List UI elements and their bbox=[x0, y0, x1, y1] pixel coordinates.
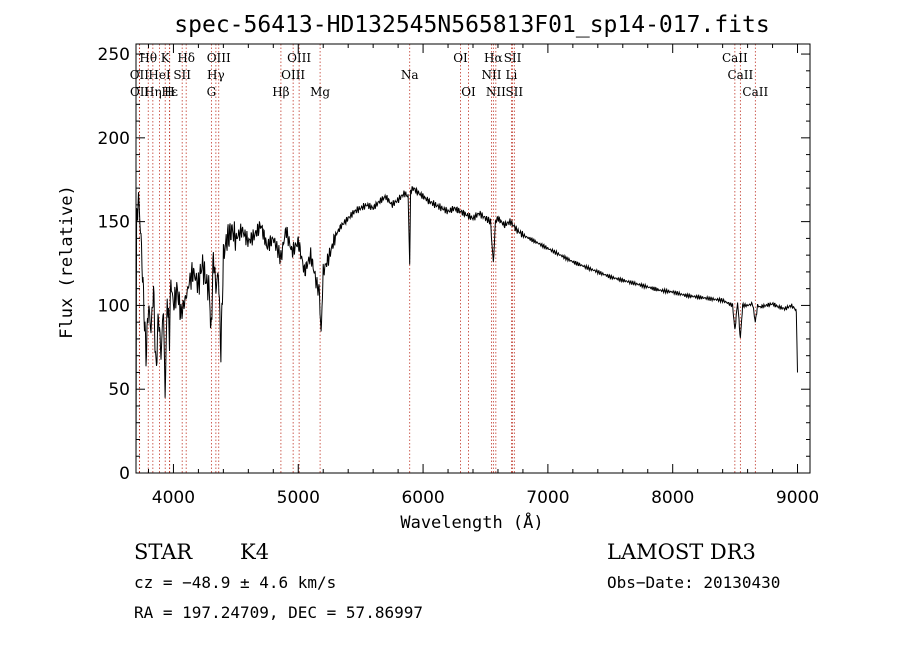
spectrum-chart: spec-56413-HD132545N565813F01_sp14-017.f… bbox=[57, 12, 819, 533]
line-label-14: Na bbox=[401, 68, 419, 82]
y-tick-label-4: 200 bbox=[98, 129, 130, 149]
line-label-4: OIII bbox=[287, 51, 311, 65]
line-label-0: Hθ bbox=[139, 51, 157, 65]
sky-coordinates: RA = 197.24709, DEC = 57.86997 bbox=[134, 603, 423, 622]
line-label-6: Hα bbox=[484, 51, 503, 65]
line-label-18: OII bbox=[130, 85, 150, 99]
redshift-velocity: cz = −48.9 ± 4.6 km/s bbox=[134, 573, 337, 592]
y-axis: 0 50 100 150 200 250 bbox=[98, 45, 810, 484]
survey-name: LAMOST DR3 bbox=[607, 540, 756, 564]
line-label-19: Hε bbox=[161, 85, 178, 99]
line-label-25: OI bbox=[461, 85, 476, 99]
line-label-28: CaII bbox=[742, 85, 768, 99]
line-label-11: SII bbox=[173, 68, 191, 82]
line-label-2: Hδ bbox=[177, 51, 195, 65]
line-label-1: K bbox=[161, 51, 171, 65]
y-tick-label-2: 100 bbox=[98, 296, 130, 316]
line-label-3: OIII bbox=[207, 51, 231, 65]
y-tick-label-1: 50 bbox=[108, 380, 130, 400]
line-label-10: HeI bbox=[148, 68, 171, 82]
x-tick-label-1: 5000 bbox=[277, 488, 320, 508]
plot-frame bbox=[135, 43, 811, 474]
object-subclass: K4 bbox=[240, 540, 270, 564]
line-label-26: NII bbox=[486, 85, 506, 99]
line-label-15: NII bbox=[481, 68, 501, 82]
line-label-16: Li bbox=[506, 68, 518, 82]
y-tick-label-3: 150 bbox=[98, 213, 130, 233]
line-label-12: Hγ bbox=[207, 68, 225, 82]
line-label-23: Hβ bbox=[272, 85, 289, 99]
x-axis: 4000 5000 6000 7000 8000 9000 bbox=[147, 44, 819, 508]
y-tick-label-5: 250 bbox=[98, 45, 130, 65]
y-tick-label-0: 0 bbox=[119, 464, 130, 484]
x-tick-label-4: 8000 bbox=[651, 488, 694, 508]
line-label-5: OI bbox=[453, 51, 468, 65]
y-axis-label: Flux (relative) bbox=[57, 185, 77, 339]
line-label-9: OII bbox=[130, 68, 150, 82]
x-tick-label-2: 6000 bbox=[401, 488, 444, 508]
spectral-line-markers bbox=[138, 44, 756, 473]
line-label-22: G bbox=[207, 85, 217, 99]
x-axis-label: Wavelength (Å) bbox=[400, 511, 543, 533]
x-tick-label-3: 7000 bbox=[526, 488, 569, 508]
line-label-20: Hη bbox=[144, 85, 162, 99]
line-label-27: SII bbox=[505, 85, 523, 99]
line-label-13: OIII bbox=[281, 68, 305, 82]
line-label-21: H bbox=[164, 85, 174, 99]
spectrum-line bbox=[135, 186, 798, 469]
x-tick-label-0: 4000 bbox=[152, 488, 195, 508]
chart-title: spec-56413-HD132545N565813F01_sp14-017.f… bbox=[174, 12, 769, 38]
line-label-8: CaII bbox=[722, 51, 748, 65]
x-tick-label-5: 9000 bbox=[776, 488, 819, 508]
observation-date: Obs−Date: 20130430 bbox=[607, 573, 781, 592]
object-class: STAR bbox=[134, 540, 193, 564]
line-label-24: Mg bbox=[310, 85, 330, 99]
line-label-7: SII bbox=[504, 51, 522, 65]
line-label-17: CaII bbox=[727, 68, 753, 82]
